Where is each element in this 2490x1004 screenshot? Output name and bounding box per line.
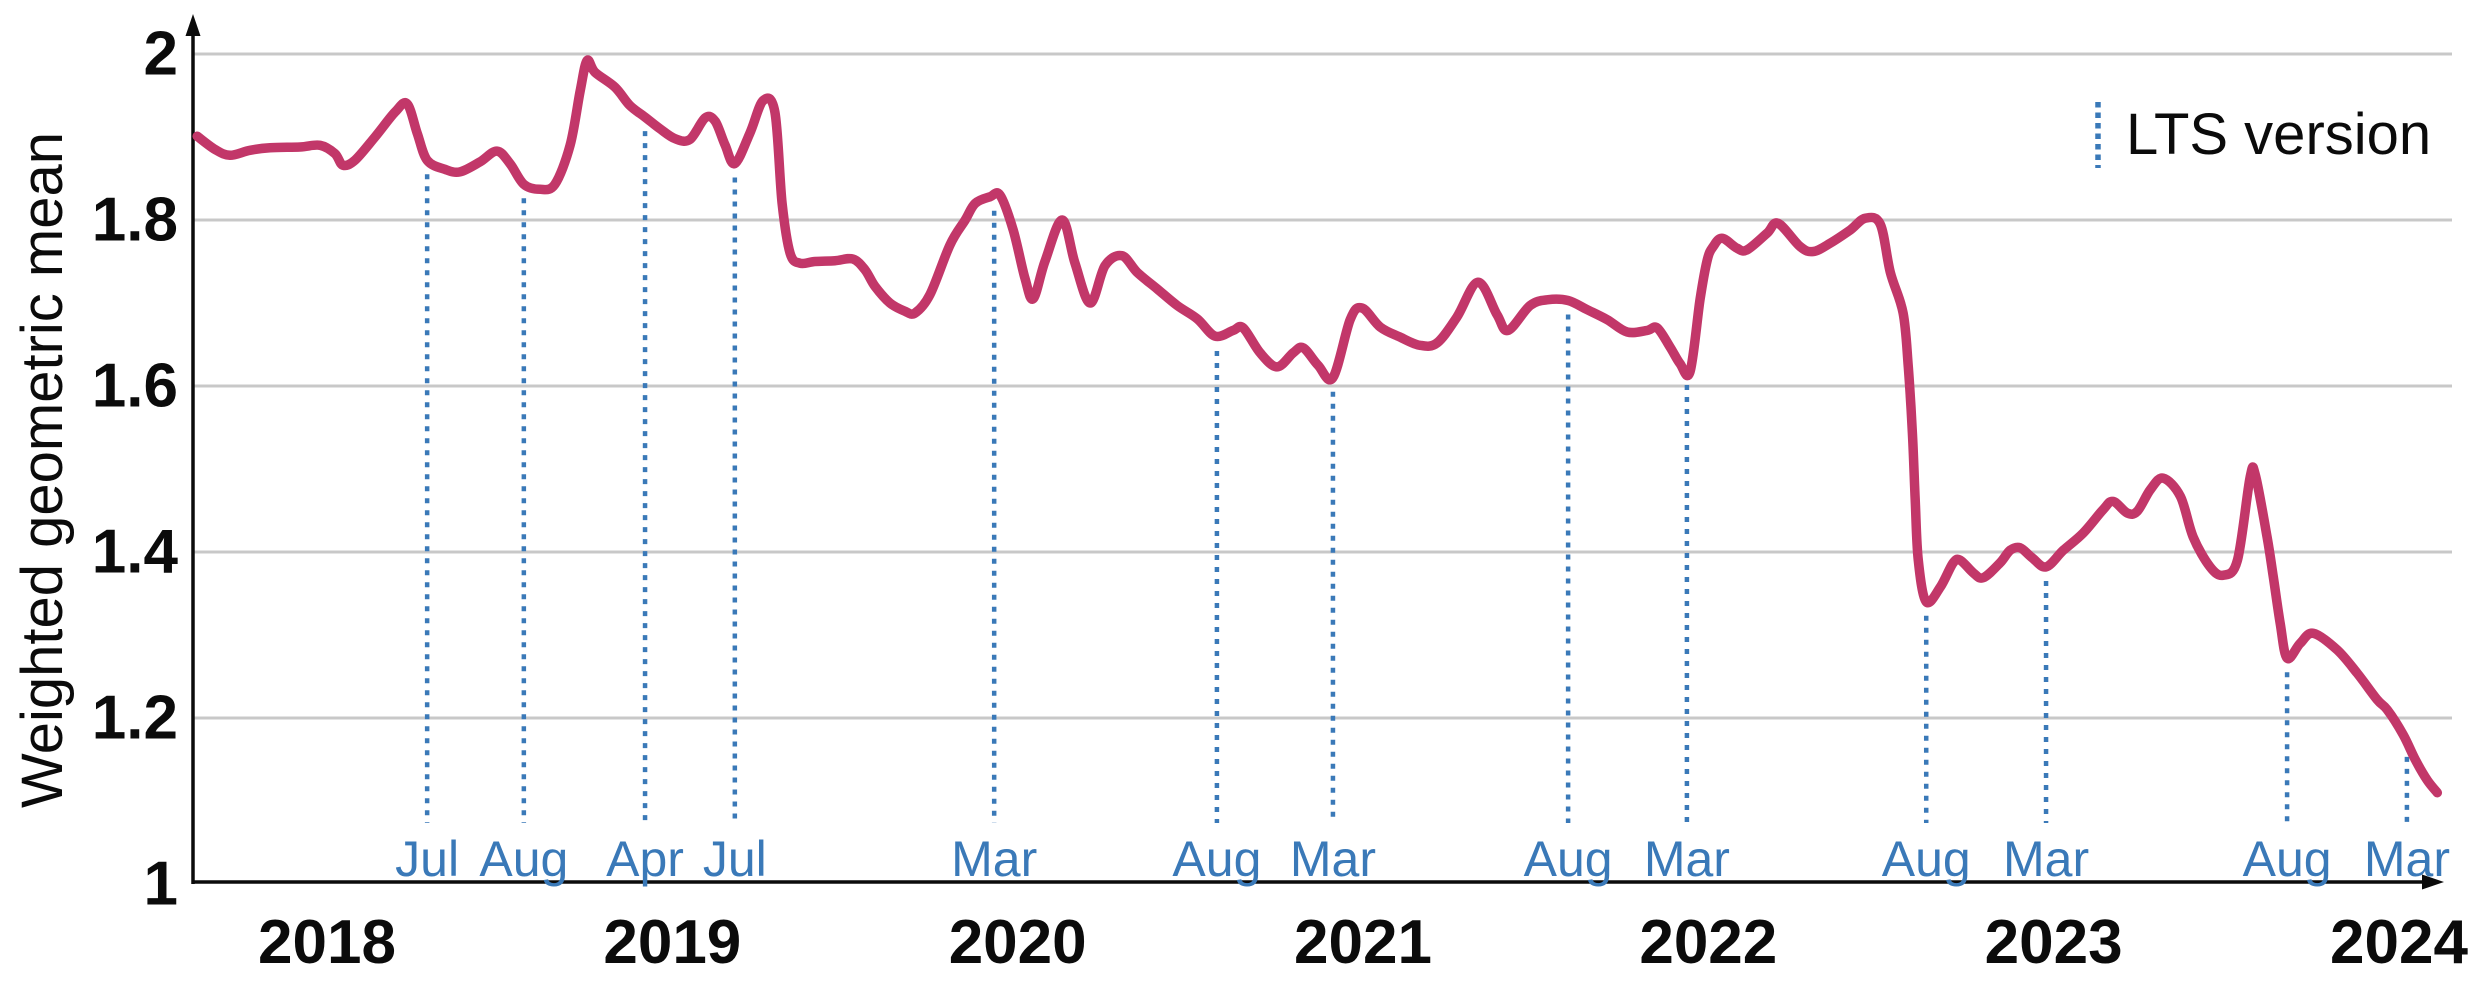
y-axis-arrow-icon [185,14,201,36]
curve-series [192,55,2443,798]
y-tick-label: 2 [144,20,178,89]
lts-marker-lines [424,131,2410,823]
lts-version-month-label: Mar [951,831,1037,887]
x-axis-arrow-icon [2422,874,2444,890]
lts-version-month-label: Aug [1172,831,1261,887]
y-tick-label: 1.6 [92,352,178,421]
lts-version-month-label: Aug [2243,831,2332,887]
weighted-geometric-mean-curve [192,55,2443,798]
y-tick-label: 1.4 [92,518,179,587]
legend: LTS version [2095,102,2431,168]
x-tick-year-label: 2021 [1294,908,1432,977]
lts-version-month-label: Mar [1644,831,1730,887]
axes [185,14,2444,890]
x-tick-year-label: 2024 [2330,908,2468,977]
legend-label: LTS version [2126,102,2431,167]
y-tick-labels: 1 1.2 1.4 1.6 1.8 2 [92,20,179,919]
x-tick-year-label: 2023 [1985,908,2123,977]
y-tick-label: 1.8 [92,186,178,255]
x-tick-year-label: 2019 [603,908,741,977]
lts-version-month-label: Aug [1524,831,1613,887]
lts-version-month-label: Apr [606,831,684,887]
month-labels: Jul Aug Apr Jul Mar Aug Mar Aug Mar Aug Mar Aug Mar [395,831,2450,887]
lts-version-month-label: Mar [1290,831,1376,887]
x-tick-year-label: 2018 [258,908,396,977]
lts-version-month-label: Mar [2364,831,2450,887]
lts-version-month-label: Jul [703,831,767,887]
y-axis-title: Weighted geometric mean [10,132,75,808]
y-tick-label: 1.2 [92,684,178,753]
x-tick-year-label: 2020 [949,908,1087,977]
lts-version-month-label: Aug [479,831,568,887]
x-tick-year-label: 2022 [1639,908,1777,977]
year-labels: 2018 2019 2020 2021 2022 2023 2024 [258,908,2468,977]
y-tick-label: 1 [144,850,178,919]
lts-version-month-label: Jul [395,831,459,887]
lts-version-month-label: Aug [1882,831,1971,887]
lts-version-month-label: Mar [2003,831,2089,887]
gridlines [193,52,2452,720]
